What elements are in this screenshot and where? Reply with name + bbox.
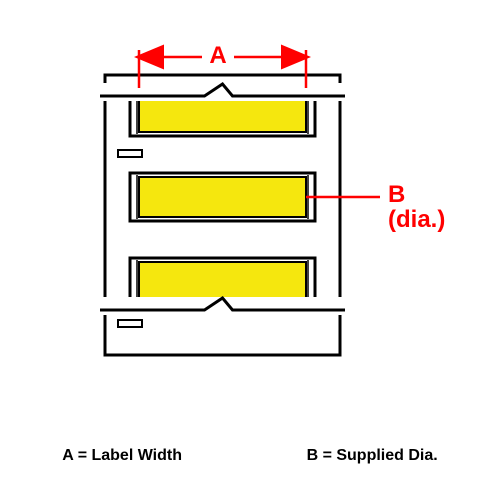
legend: A = Label Width B = Supplied Dia. [0, 447, 500, 465]
legend-b: B = Supplied Dia. [307, 447, 438, 465]
svg-text:B: B [388, 181, 405, 208]
label-diagram: A B(dia.) [100, 42, 445, 355]
svg-text:(dia.): (dia.) [388, 206, 445, 233]
legend-a: A = Label Width [62, 447, 182, 465]
svg-text:A: A [209, 42, 226, 69]
